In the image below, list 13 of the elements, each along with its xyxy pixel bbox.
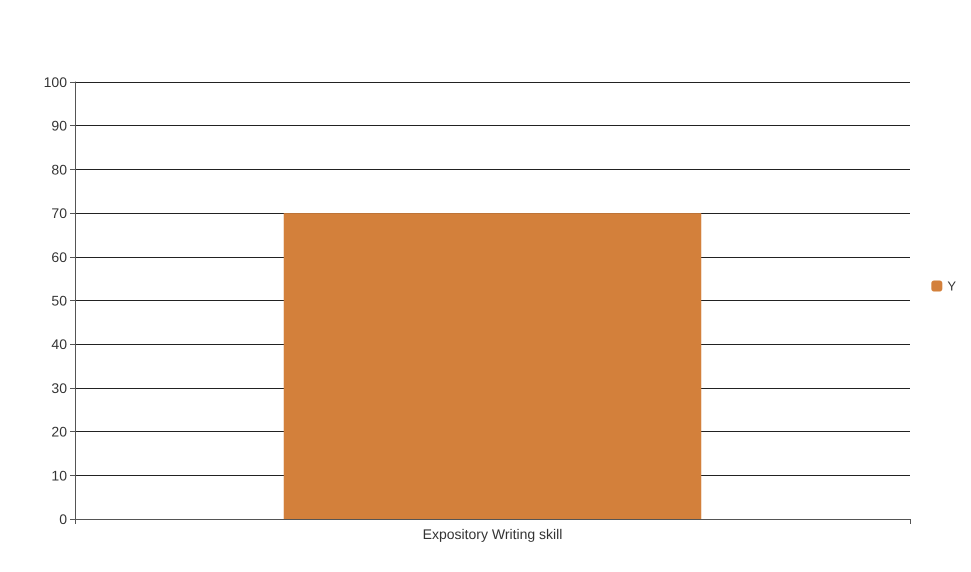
y-tick-label: 90 [51, 118, 68, 134]
y-tick-label: 50 [51, 292, 68, 308]
y-tick-label: 80 [51, 161, 68, 178]
y-tick-label: 100 [44, 74, 68, 90]
y-tick-label: 10 [51, 467, 68, 484]
x-tick-label: Expository Writing skill [422, 526, 562, 542]
y-tick-label: 70 [51, 205, 68, 222]
y-tick-label: 0 [59, 511, 68, 527]
y-tick-label: 20 [51, 424, 68, 440]
y-tick-label: 60 [51, 248, 68, 265]
y-tick-label: 40 [51, 336, 68, 352]
y-tick-label: 30 [51, 380, 68, 396]
legend-label: Y [947, 278, 956, 294]
